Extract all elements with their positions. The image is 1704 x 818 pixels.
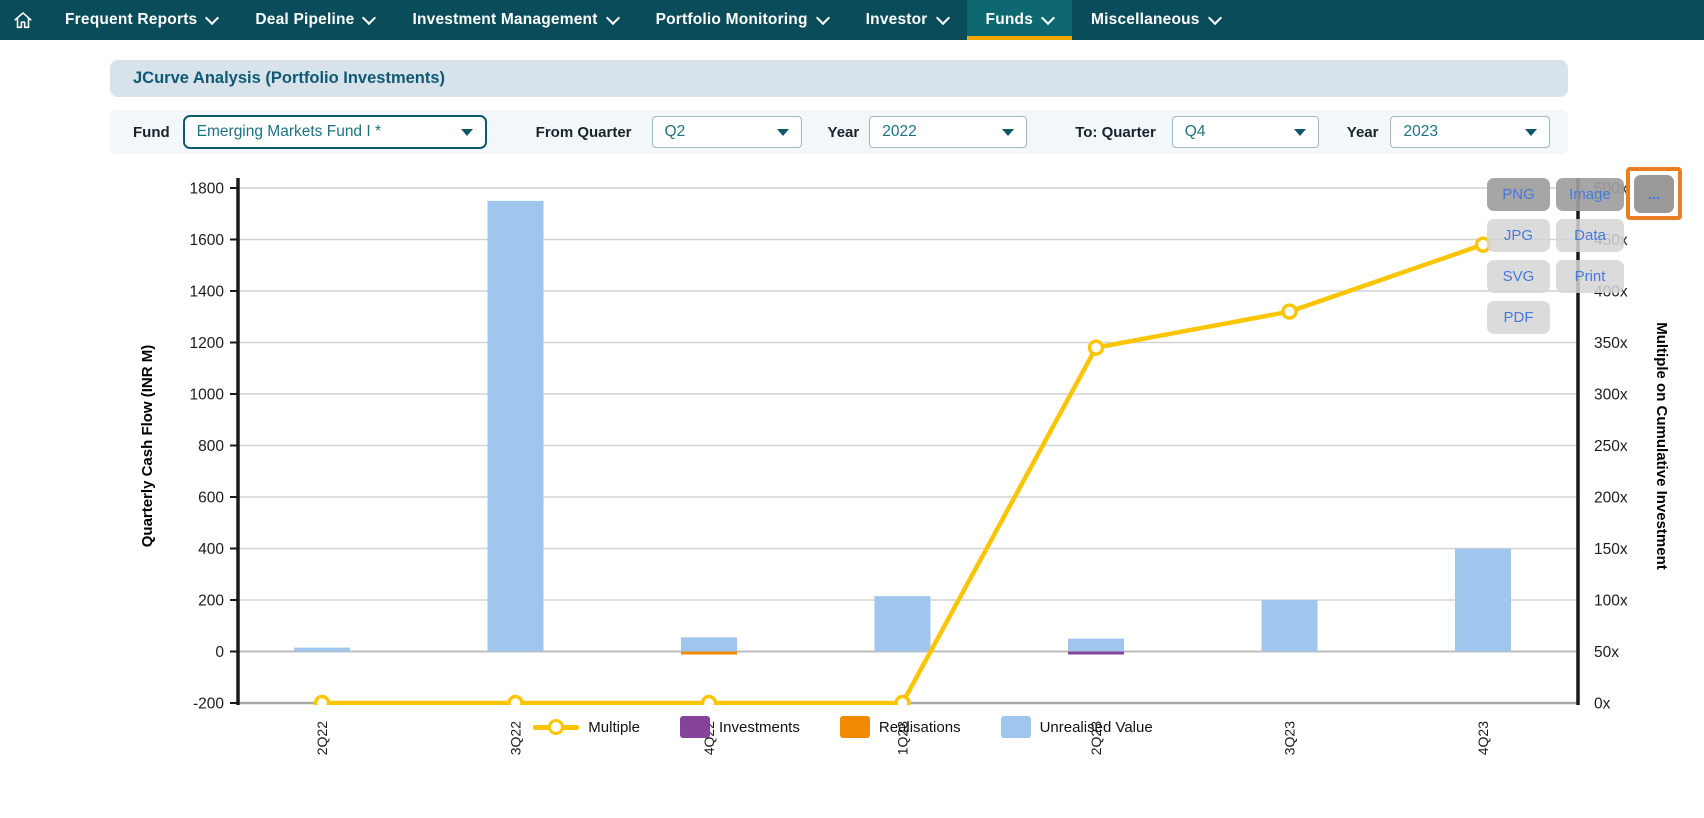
svg-text:50x: 50x	[1594, 644, 1619, 661]
from-quarter-value: Q2	[665, 123, 686, 141]
from-year-select[interactable]: 2022	[869, 116, 1027, 148]
svg-text:0: 0	[215, 644, 224, 661]
svg-text:250x: 250x	[1594, 438, 1628, 455]
nav-item-frequent-reports[interactable]: Frequent Reports	[46, 0, 236, 40]
chevron-down-icon	[1208, 10, 1222, 24]
svg-text:100x: 100x	[1594, 593, 1628, 610]
home-icon	[12, 9, 34, 31]
fund-select-value: Emerging Markets Fund I *	[197, 123, 381, 141]
to-year-label: Year	[1347, 124, 1379, 141]
export-png-button[interactable]: PNG	[1487, 178, 1550, 211]
to-year-select[interactable]: 2023	[1390, 116, 1550, 148]
chevron-down-icon	[362, 10, 376, 24]
legend-item-realisations[interactable]: Realisations	[840, 716, 961, 738]
export-jpg-button[interactable]: JPG	[1487, 219, 1550, 252]
svg-text:300x: 300x	[1594, 387, 1628, 404]
svg-text:-200: -200	[193, 696, 224, 713]
legend-label: Unrealised Value	[1040, 719, 1153, 736]
to-quarter-value: Q4	[1185, 123, 1206, 141]
legend-item-investments[interactable]: Investments	[680, 716, 800, 738]
legend-item-multiple[interactable]: Multiple	[533, 719, 640, 736]
from-quarter-select[interactable]: Q2	[652, 116, 802, 148]
svg-text:Multiple on Cumulative Investm: Multiple on Cumulative Investment	[1653, 322, 1670, 570]
dropdown-arrow-icon	[461, 129, 473, 136]
chart-legend: Multiple Investments Realisations Unrealise…	[108, 716, 1578, 738]
export-data-button[interactable]: Data	[1556, 219, 1624, 252]
svg-text:0x: 0x	[1594, 696, 1611, 713]
nav-item-deal-pipeline[interactable]: Deal Pipeline	[236, 0, 393, 40]
from-quarter-label: From Quarter	[536, 124, 632, 141]
dropdown-arrow-icon	[1002, 129, 1014, 136]
nav-label: Deal Pipeline	[255, 11, 354, 29]
to-quarter-select[interactable]: Q4	[1172, 116, 1319, 148]
svg-text:600: 600	[198, 490, 224, 507]
legend-item-unrealised-value[interactable]: Unrealised Value	[1001, 716, 1153, 738]
from-year-value: 2022	[882, 123, 916, 141]
svg-text:Quarterly Cash Flow (INR M): Quarterly Cash Flow (INR M)	[139, 345, 156, 548]
svg-text:1200: 1200	[190, 335, 225, 352]
svg-text:150x: 150x	[1594, 541, 1628, 558]
export-svg-button[interactable]: SVG	[1487, 260, 1550, 293]
svg-text:1600: 1600	[190, 232, 225, 249]
home-button[interactable]	[0, 0, 46, 40]
svg-text:800: 800	[198, 438, 224, 455]
chevron-down-icon	[935, 10, 949, 24]
chevron-down-icon	[816, 10, 830, 24]
nav-label: Frequent Reports	[65, 11, 197, 29]
legend-label: Investments	[719, 719, 800, 736]
svg-text:1400: 1400	[190, 284, 225, 301]
export-print-button[interactable]: Print	[1556, 260, 1624, 293]
page-title-bar: JCurve Analysis (Portfolio Investments)	[110, 60, 1568, 97]
chevron-down-icon	[605, 10, 619, 24]
legend-line-swatch	[533, 719, 579, 735]
nav-item-investment-management[interactable]: Investment Management	[393, 0, 636, 40]
to-quarter-label: To: Quarter	[1075, 124, 1156, 141]
export-image-button[interactable]: Image	[1556, 178, 1624, 211]
nav-item-portfolio-monitoring[interactable]: Portfolio Monitoring	[637, 0, 847, 40]
fund-label: Fund	[133, 124, 170, 141]
svg-text:400: 400	[198, 541, 224, 558]
legend-color-swatch	[1001, 716, 1031, 738]
chevron-down-icon	[1041, 10, 1055, 24]
legend-label: Realisations	[879, 719, 961, 736]
nav-label: Investor	[866, 11, 928, 29]
to-year-value: 2023	[1403, 123, 1437, 141]
nav-item-funds[interactable]: Funds	[967, 0, 1073, 40]
chevron-down-icon	[205, 10, 219, 24]
top-navbar: Frequent Reports Deal Pipeline Investmen…	[0, 0, 1704, 40]
from-year-label: Year	[828, 124, 860, 141]
jcurve-plot: -200 0 200 400 600 800 1000 1200 1400 1600 1800 0x 5…	[108, 158, 1704, 778]
fund-select[interactable]: Emerging Markets Fund I *	[183, 115, 487, 149]
dropdown-arrow-icon	[1525, 129, 1537, 136]
nav-item-investor[interactable]: Investor	[847, 0, 967, 40]
svg-text:1800: 1800	[190, 181, 225, 198]
dropdown-arrow-icon	[777, 129, 789, 136]
export-more-button[interactable]: ...	[1634, 175, 1674, 213]
nav-label: Investment Management	[412, 11, 597, 29]
export-pdf-button[interactable]: PDF	[1487, 301, 1550, 334]
jcurve-chart: -200 0 200 400 600 800 1000 1200 1400 1600 1800 0x 5…	[108, 158, 1704, 778]
legend-label: Multiple	[588, 719, 640, 736]
svg-text:200x: 200x	[1594, 490, 1628, 507]
dropdown-arrow-icon	[1294, 129, 1306, 136]
page-title: JCurve Analysis (Portfolio Investments)	[110, 69, 445, 88]
svg-text:1000: 1000	[190, 387, 225, 404]
legend-color-swatch	[680, 716, 710, 738]
nav-label: Funds	[986, 11, 1034, 29]
svg-text:350x: 350x	[1594, 335, 1628, 352]
nav-label: Miscellaneous	[1091, 11, 1200, 29]
nav-item-miscellaneous[interactable]: Miscellaneous	[1072, 0, 1239, 40]
svg-text:200: 200	[198, 593, 224, 610]
filter-bar: Fund Emerging Markets Fund I * From Quar…	[110, 110, 1568, 154]
nav-label: Portfolio Monitoring	[656, 11, 808, 29]
legend-color-swatch	[840, 716, 870, 738]
